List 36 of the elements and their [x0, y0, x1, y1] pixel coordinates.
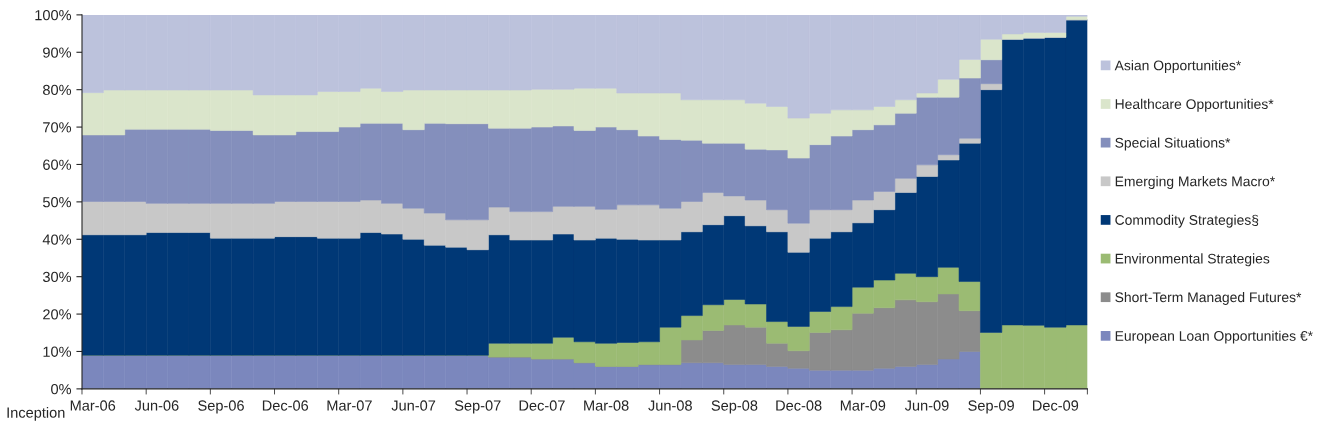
y-tick-label: 70%: [43, 122, 72, 133]
y-tick-label: 60%: [43, 159, 72, 170]
legend-label: Asian Opportunities*: [1114, 60, 1242, 74]
y-tick-label: 50%: [42, 196, 72, 208]
x-tick-label: Mar-09: [840, 400, 886, 411]
x-tick-label: Dec-08: [776, 400, 822, 411]
x-tick-label: Sep-08: [711, 400, 758, 414]
y-tick-label: 20%: [43, 309, 72, 320]
x-tick-label: Mar-06: [70, 400, 116, 411]
y-tick-label: 40%: [42, 234, 72, 245]
x-tick-label: Sep-07: [454, 400, 501, 414]
legend-label: Short-Term Managed Futures*: [1115, 292, 1302, 305]
y-tick-label: 90%: [43, 47, 72, 58]
y-tick-label: 80%: [43, 84, 72, 96]
x-tick-label: Sep-06: [198, 400, 244, 414]
text: Inception: [7, 407, 65, 421]
y-tick-label: 100%: [35, 9, 72, 21]
x-tick-label: Jun-07: [391, 400, 436, 411]
legend-label: European Loan Opportunities €*: [1115, 330, 1313, 344]
y-tick-label: 0%: [51, 383, 72, 395]
x-tick-label: Mar-07: [327, 400, 372, 411]
legend-label: Commodity Strategies§: [1115, 214, 1259, 228]
legend-label: Emerging Markets Macro*: [1115, 176, 1275, 190]
x-tick-label: Mar-08: [584, 400, 629, 411]
y-tick-label: 10%: [43, 346, 72, 357]
legend-label: Healthcare Opportunities*: [1115, 98, 1274, 112]
x-tick-label: Dec-06: [262, 400, 309, 411]
x-tick-label: Sep-09: [968, 400, 1014, 414]
x-tick-label: Jun-08: [648, 400, 692, 411]
y-tick-label: 30%: [42, 271, 72, 283]
x-tick-label: Dec-09: [1032, 400, 1079, 411]
x-tick-label: Dec-07: [519, 400, 565, 411]
x-tick-label: Jun-09: [904, 400, 949, 411]
x-tick-label: Jun-06: [134, 400, 179, 411]
legend-label: Environmental Strategies: [1115, 253, 1270, 267]
legend-label: Special Situations*: [1115, 137, 1231, 151]
